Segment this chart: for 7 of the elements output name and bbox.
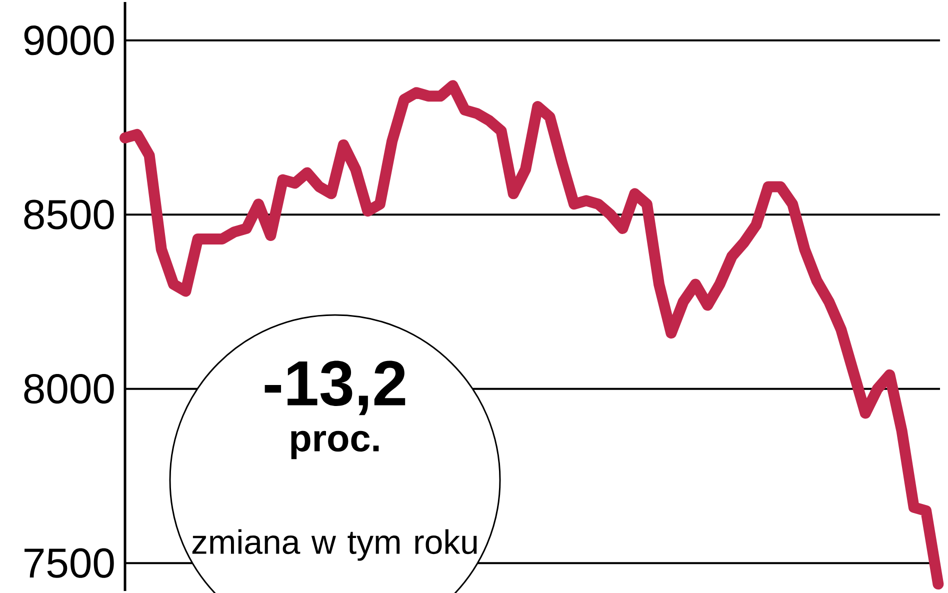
- annotation: proc.: [291, 430, 379, 460]
- y-tick-label: 7500: [24, 548, 114, 578]
- annotation: -13,2: [264, 360, 406, 416]
- y-tick-label: 9000: [24, 26, 114, 56]
- y-tick-label: 8000: [24, 374, 114, 404]
- y-tick-label: 8500: [24, 200, 114, 230]
- annotation: zmiana w tym roku: [192, 529, 477, 561]
